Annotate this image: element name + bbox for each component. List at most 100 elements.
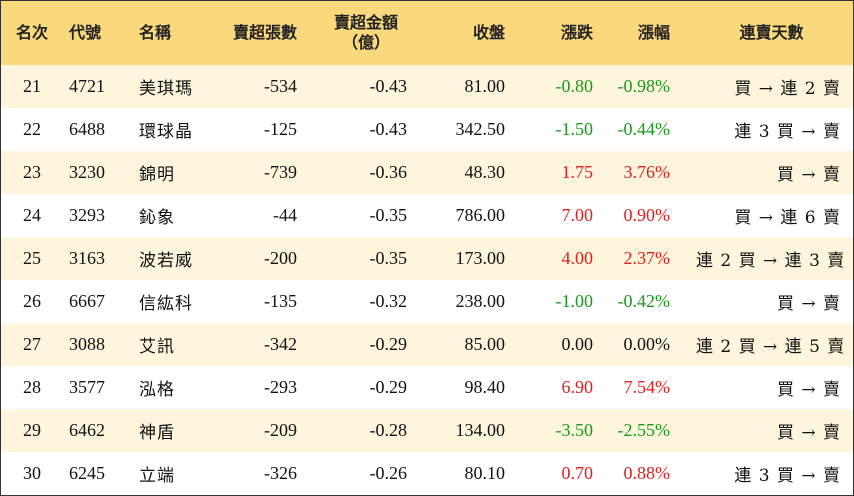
cell-code: 6462 — [69, 420, 105, 440]
cell-sell-amount: -0.26 — [369, 463, 408, 483]
cell-rank: 27 — [23, 334, 41, 354]
cell-change-pct: -2.55% — [617, 420, 671, 440]
cell-change: -1.00 — [555, 291, 594, 311]
cell-sell-amount: -0.28 — [369, 420, 408, 440]
cell-close: 238.00 — [455, 291, 506, 311]
header-rank: 名次 — [15, 23, 48, 42]
cell-streak: 買 → 賣 — [776, 423, 841, 443]
cell-change: 7.00 — [561, 205, 594, 225]
cell-code: 3577 — [69, 377, 105, 397]
cell-rank: 28 — [23, 377, 41, 397]
cell-change-pct: -0.44% — [617, 119, 671, 139]
cell-streak: 連 2 買 → 連 5 賣 — [696, 337, 846, 357]
cell-streak: 買 → 賣 — [776, 294, 841, 314]
cell-sell-lots: -739 — [264, 162, 297, 182]
cell-change: 0.00 — [561, 334, 594, 354]
cell-stock-name: 美琪瑪 — [139, 79, 193, 99]
cell-code: 6488 — [69, 119, 105, 139]
cell-change-pct: 7.54% — [623, 377, 671, 397]
header-row: 名次 代號 名稱 賣超張數 賣超金額 （億） 收盤 漲跌 漲幅 連賣天數 — [1, 1, 853, 65]
table-row: 22 6488 環球晶 -125 -0.43 342.50 -1.50 -0.44% 連 3 買… — [1, 108, 853, 151]
cell-sell-amount: -0.32 — [369, 291, 408, 311]
cell-change-pct: 0.00% — [623, 334, 671, 354]
header-close: 收盤 — [472, 23, 505, 42]
cell-sell-amount: -0.43 — [369, 76, 408, 96]
cell-streak: 連 3 買 → 賣 — [734, 122, 841, 142]
cell-stock-name: 泓格 — [139, 380, 175, 400]
cell-sell-amount: -0.43 — [369, 119, 408, 139]
cell-close: 98.40 — [464, 377, 506, 397]
table-row: 26 6667 信紘科 -135 -0.32 238.00 -1.00 -0.42% 買 → 賣 — [1, 280, 853, 323]
table-row: 30 6245 立端 -326 -0.26 80.10 0.70 0.88% 連 3 買 → 賣 — [1, 452, 853, 495]
cell-sell-lots: -293 — [264, 377, 297, 397]
cell-change: 4.00 — [561, 248, 594, 268]
cell-change-pct: 0.90% — [623, 205, 671, 225]
cell-sell-lots: -326 — [264, 463, 297, 483]
table-row: 28 3577 泓格 -293 -0.29 98.40 6.90 7.54% 買 → 賣 — [1, 366, 853, 409]
header-sell-amount: 賣超金額 （億） — [303, 1, 415, 65]
cell-rank: 29 — [23, 420, 41, 440]
cell-code: 3088 — [69, 334, 105, 354]
cell-stock-name: 神盾 — [139, 423, 175, 443]
cell-rank: 25 — [23, 248, 41, 268]
header-streak: 連賣天數 — [739, 23, 804, 42]
cell-sell-amount: -0.36 — [369, 162, 408, 182]
cell-change: -0.80 — [555, 76, 594, 96]
cell-change-pct: 2.37% — [623, 248, 671, 268]
cell-stock-name: 錦明 — [139, 165, 175, 185]
cell-change: -1.50 — [555, 119, 594, 139]
header-sell-lots: 賣超張數 — [232, 23, 297, 42]
cell-streak: 連 2 買 → 連 3 賣 — [696, 251, 846, 271]
cell-stock-name: 信紘科 — [139, 294, 193, 314]
cell-change-pct: 3.76% — [623, 162, 671, 182]
table-row: 27 3088 艾訊 -342 -0.29 85.00 0.00 0.00% 連 2 買 → 連… — [1, 323, 853, 366]
cell-change: -3.50 — [555, 420, 594, 440]
cell-change: 0.70 — [561, 463, 594, 483]
cell-sell-amount: -0.35 — [369, 205, 408, 225]
cell-close: 85.00 — [464, 334, 506, 354]
table-row: 29 6462 神盾 -209 -0.28 134.00 -3.50 -2.55% 買 → 賣 — [1, 409, 853, 452]
cell-sell-amount: -0.35 — [369, 248, 408, 268]
cell-streak: 買 → 連 6 賣 — [734, 208, 841, 228]
cell-change: 1.75 — [561, 162, 594, 182]
cell-sell-lots: -534 — [264, 76, 297, 96]
cell-code: 3293 — [69, 205, 105, 225]
cell-sell-lots: -44 — [273, 205, 297, 225]
header-sell-amount-line1: 賣超金額 — [333, 13, 398, 32]
cell-rank: 26 — [23, 291, 41, 311]
cell-change-pct: -0.42% — [617, 291, 671, 311]
cell-close: 81.00 — [464, 76, 506, 96]
cell-sell-lots: -200 — [264, 248, 297, 268]
cell-streak: 買 → 連 2 賣 — [734, 79, 841, 99]
header-sell-amount-line2: （億） — [341, 33, 390, 52]
cell-close: 173.00 — [455, 248, 506, 268]
cell-close: 134.00 — [455, 420, 506, 440]
cell-close: 786.00 — [455, 205, 506, 225]
cell-rank: 24 — [23, 205, 41, 225]
cell-streak: 買 → 賣 — [776, 165, 841, 185]
cell-stock-name: 立端 — [139, 466, 175, 486]
table-row: 23 3230 錦明 -739 -0.36 48.30 1.75 3.76% 買 → 賣 — [1, 151, 853, 194]
cell-sell-amount: -0.29 — [369, 334, 408, 354]
cell-stock-name: 環球晶 — [139, 122, 193, 142]
cell-sell-lots: -135 — [264, 291, 297, 311]
cell-close: 48.30 — [464, 162, 506, 182]
header-change-pct: 漲幅 — [637, 23, 670, 42]
cell-close: 342.50 — [455, 119, 506, 139]
cell-streak: 連 3 買 → 賣 — [734, 466, 841, 486]
cell-rank: 23 — [23, 162, 41, 182]
cell-rank: 22 — [23, 119, 41, 139]
header-name: 名稱 — [139, 23, 172, 42]
cell-rank: 21 — [23, 76, 41, 96]
cell-close: 80.10 — [464, 463, 506, 483]
table-body: 21 4721 美琪瑪 -534 -0.43 81.00 -0.80 -0.98% 買 → 連 … — [1, 65, 853, 495]
table-row: 24 3293 鈊象 -44 -0.35 786.00 7.00 0.90% 買 → 連 6 賣 — [1, 194, 853, 237]
cell-sell-lots: -342 — [264, 334, 297, 354]
cell-stock-name: 鈊象 — [139, 208, 175, 228]
header-code: 代號 — [69, 23, 102, 42]
cell-change-pct: 0.88% — [623, 463, 671, 483]
cell-change: 6.90 — [561, 377, 594, 397]
cell-stock-name: 艾訊 — [139, 337, 175, 357]
